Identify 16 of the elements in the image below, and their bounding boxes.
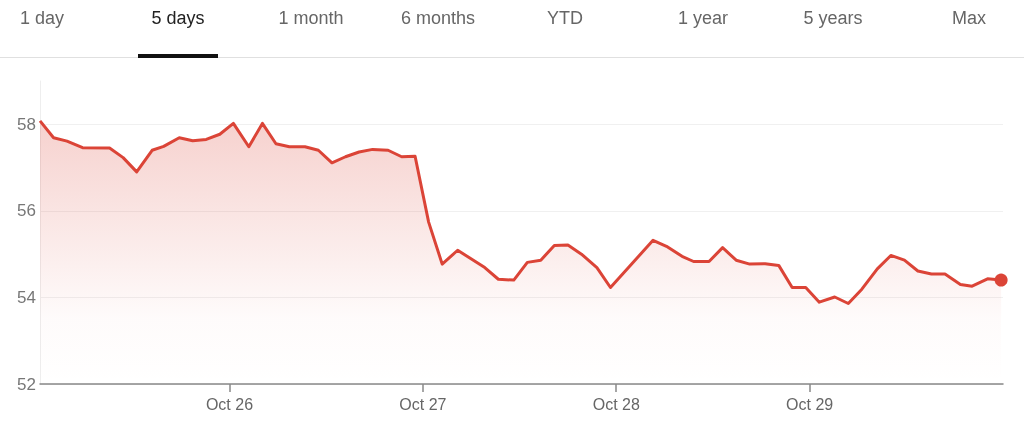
x-tick-label: Oct 29	[786, 395, 834, 413]
text: 6 months	[400, 8, 476, 29]
text: YTD	[547, 8, 583, 29]
x-tick-label: Oct 26	[205, 395, 254, 413]
text: Max	[951, 8, 987, 29]
text: 1 year	[677, 8, 729, 29]
text: 5 years	[803, 8, 863, 29]
y-tick-label: 56	[17, 201, 36, 221]
text: 5 days	[151, 8, 205, 29]
x-tick-label: Oct 28	[592, 395, 640, 413]
text: 1 month	[278, 8, 344, 29]
text: 1 day	[19, 8, 65, 29]
y-tick-label: 58	[17, 114, 36, 134]
y-tick-label: 54	[17, 287, 36, 307]
x-tick-label: Oct 27	[399, 395, 447, 413]
y-tick-label: 52	[17, 374, 36, 394]
